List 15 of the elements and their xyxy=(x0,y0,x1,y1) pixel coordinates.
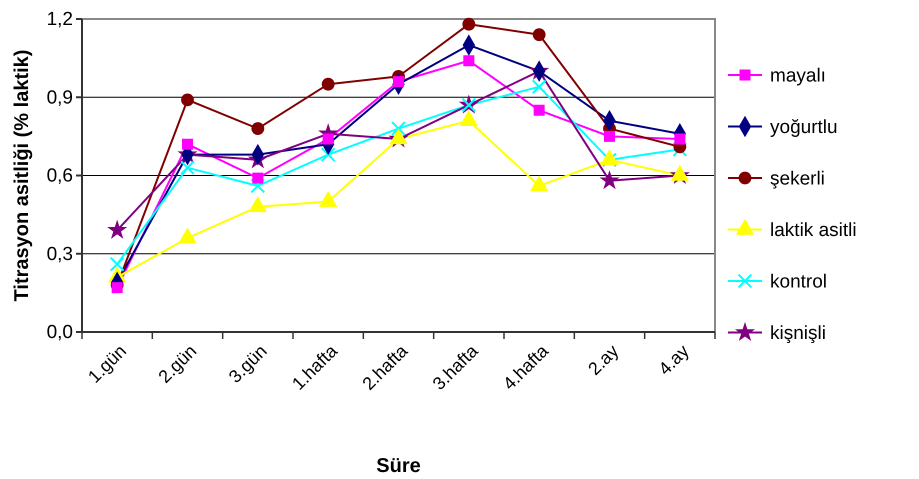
y-tick-label: 0,9 xyxy=(46,87,73,108)
legend-label: şekerli xyxy=(770,168,825,190)
y-tick-label: 0,6 xyxy=(46,166,73,187)
legend-label: yoğurtlu xyxy=(770,117,838,138)
y-tick-label: 0,3 xyxy=(46,244,73,265)
x-tick-label: 4.ay xyxy=(654,340,693,380)
legend-label: kontrol xyxy=(770,272,828,293)
y-axis-title: Titrasyon asitliği (% laktik) xyxy=(11,50,33,302)
x-tick-label: 2.ay xyxy=(584,340,622,380)
y-tick-label: 0,0 xyxy=(46,322,73,344)
x-axis-title: Süre xyxy=(376,455,421,477)
legend-label: mayalı xyxy=(770,66,826,87)
legend-label: kişnişli xyxy=(770,323,826,344)
y-tick-label: 1,2 xyxy=(46,9,73,30)
legend-label: laktik asitli xyxy=(770,220,857,242)
